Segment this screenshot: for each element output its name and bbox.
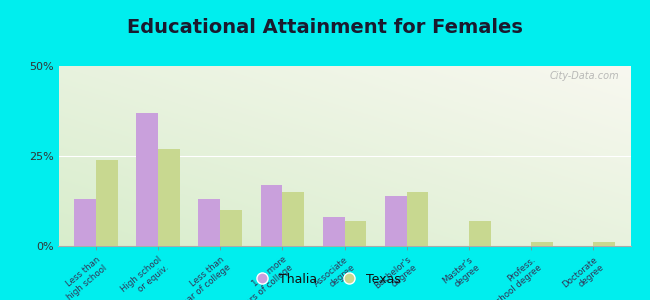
Bar [531,242,552,246]
Bar [593,242,615,246]
Bar [96,160,118,246]
Text: Educational Attainment for Females: Educational Attainment for Females [127,18,523,37]
Bar [220,210,242,246]
Bar [198,199,220,246]
Bar [469,221,491,246]
Bar [407,192,428,246]
Bar [261,185,282,246]
Bar [158,149,180,246]
Bar [74,199,96,246]
Bar [136,113,158,246]
Text: City-Data.com: City-Data.com [549,71,619,81]
Bar [385,196,407,246]
Bar [323,217,345,246]
Bar [282,192,304,246]
Bar [344,221,366,246]
Legend: Thalia, Texas: Thalia, Texas [244,268,406,291]
